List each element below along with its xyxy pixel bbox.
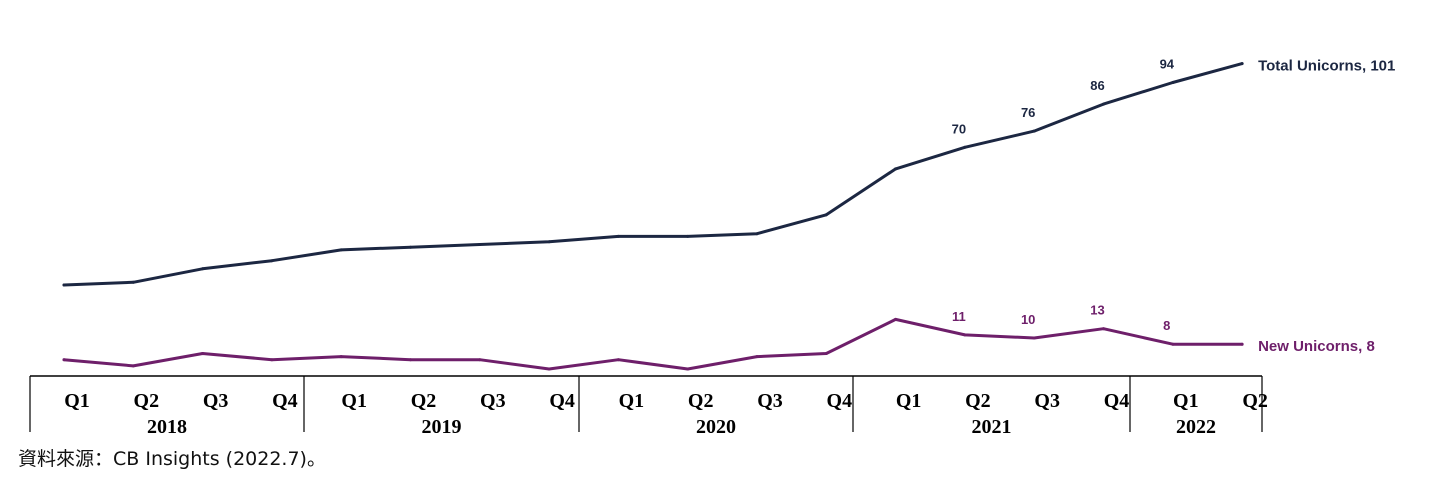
data-label: 8 — [1163, 318, 1170, 333]
data-point — [1102, 102, 1105, 106]
data-point — [547, 240, 551, 244]
data-point — [824, 352, 828, 355]
quarter-tick-label: Q1 — [619, 390, 645, 412]
series-layer: 70 76 86 94 Total Unicorns, 101 11 10 13 8 New Un… — [62, 57, 1395, 371]
data-point — [755, 232, 759, 236]
data-point — [755, 355, 759, 359]
data-point — [270, 358, 274, 362]
data-point — [478, 243, 482, 246]
data-point — [62, 283, 66, 287]
data-point — [547, 367, 551, 371]
data-point — [62, 358, 66, 362]
quarter-tick-label: Q1 — [64, 390, 90, 412]
data-point — [1171, 342, 1175, 346]
data-point — [963, 145, 967, 149]
source-note: 資料來源：CB Insights (2022.7)。 — [18, 448, 326, 470]
quarter-tick-label: Q4 — [1104, 390, 1130, 412]
quarter-tick-label: Q3 — [757, 390, 783, 412]
quarter-tick-label: Q1 — [896, 390, 922, 412]
data-point — [1102, 327, 1105, 331]
year-tick-label: 2018 — [147, 416, 187, 438]
year-tick-label: 2021 — [972, 416, 1012, 438]
data-point — [409, 358, 412, 362]
quarter-tick-label: Q4 — [272, 390, 298, 412]
data-point — [686, 367, 690, 371]
quarter-tick-label: Q1 — [1173, 390, 1199, 412]
data-point — [1240, 62, 1244, 66]
data-point — [131, 280, 135, 284]
data-point — [270, 259, 274, 263]
unicorn-line-chart: Q1 Q2 Q3 Q4 2018 Q1 Q2 Q3 Q4 2019 Q1 Q2 Q3 Q4 2020 Q1 Q2… — [29, 57, 1395, 438]
data-point — [201, 352, 205, 355]
data-point — [616, 358, 620, 362]
data-point — [1032, 129, 1036, 133]
data-label: 76 — [1021, 105, 1035, 120]
data-point — [1171, 81, 1175, 84]
x-axis-frame — [29, 375, 1263, 432]
quarter-tick-label: Q2 — [965, 390, 991, 412]
data-point — [686, 234, 690, 238]
data-point — [894, 317, 898, 321]
quarter-tick-label: Q2 — [411, 390, 437, 412]
quarter-tick-label: Q2 — [1242, 390, 1268, 412]
quarter-tick-label: Q3 — [1034, 390, 1060, 412]
series-line-total — [62, 62, 1244, 287]
quarter-tick-label: Q4 — [549, 390, 575, 412]
quarter-tick-label: Q4 — [827, 390, 853, 412]
data-label: 10 — [1021, 312, 1035, 327]
data-label: 86 — [1090, 78, 1104, 93]
data-point — [1032, 336, 1036, 340]
quarter-tick-label: Q3 — [203, 390, 229, 412]
data-point — [1240, 342, 1244, 346]
series-end-label: New Unicorns, 8 — [1258, 338, 1375, 355]
data-label: 94 — [1160, 57, 1175, 72]
data-point — [409, 245, 412, 249]
data-point — [963, 333, 967, 337]
series-total: 70 76 86 94 Total Unicorns, 101 — [62, 57, 1395, 287]
data-point — [616, 234, 620, 238]
data-point — [894, 167, 898, 171]
data-point — [201, 267, 205, 271]
series-new: 11 10 13 8 New Unicorns, 8 — [62, 303, 1375, 371]
quarter-tick-label: Q3 — [480, 390, 506, 412]
data-label: 70 — [952, 121, 966, 136]
year-tick-label: 2022 — [1176, 416, 1216, 438]
quarter-tick-label: Q2 — [134, 390, 160, 412]
year-tick-label: 2020 — [696, 416, 736, 438]
year-tick-label: 2019 — [422, 416, 462, 438]
data-label: 13 — [1090, 303, 1104, 318]
data-point — [478, 358, 482, 362]
quarter-tick-label: Q1 — [341, 390, 367, 412]
series-line-new — [62, 317, 1244, 371]
data-point — [824, 213, 828, 217]
data-label: 11 — [952, 309, 966, 324]
data-point — [339, 355, 343, 359]
data-point — [131, 364, 135, 368]
data-point — [339, 248, 343, 252]
quarter-tick-label: Q2 — [688, 390, 714, 412]
x-axis-labels: Q1 Q2 Q3 Q4 2018 Q1 Q2 Q3 Q4 2019 Q1 Q2 Q3 Q4 2020 Q1 Q2… — [64, 390, 1268, 438]
series-end-label: Total Unicorns, 101 — [1258, 58, 1395, 75]
